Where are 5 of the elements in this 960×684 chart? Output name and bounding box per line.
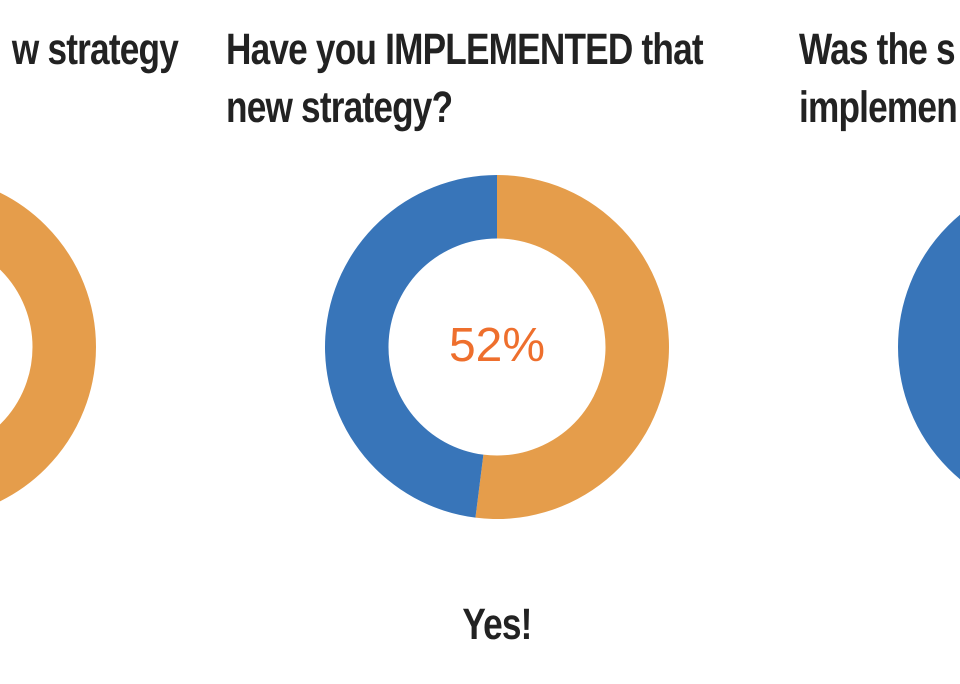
chart-title: Have you IMPLEMENTED that new strategy? (226, 24, 704, 134)
text: Was the s implemen (799, 24, 958, 134)
data-label: 52% (448, 319, 546, 372)
text: w strategy (10, 24, 178, 76)
text: Yes! (461, 599, 533, 651)
